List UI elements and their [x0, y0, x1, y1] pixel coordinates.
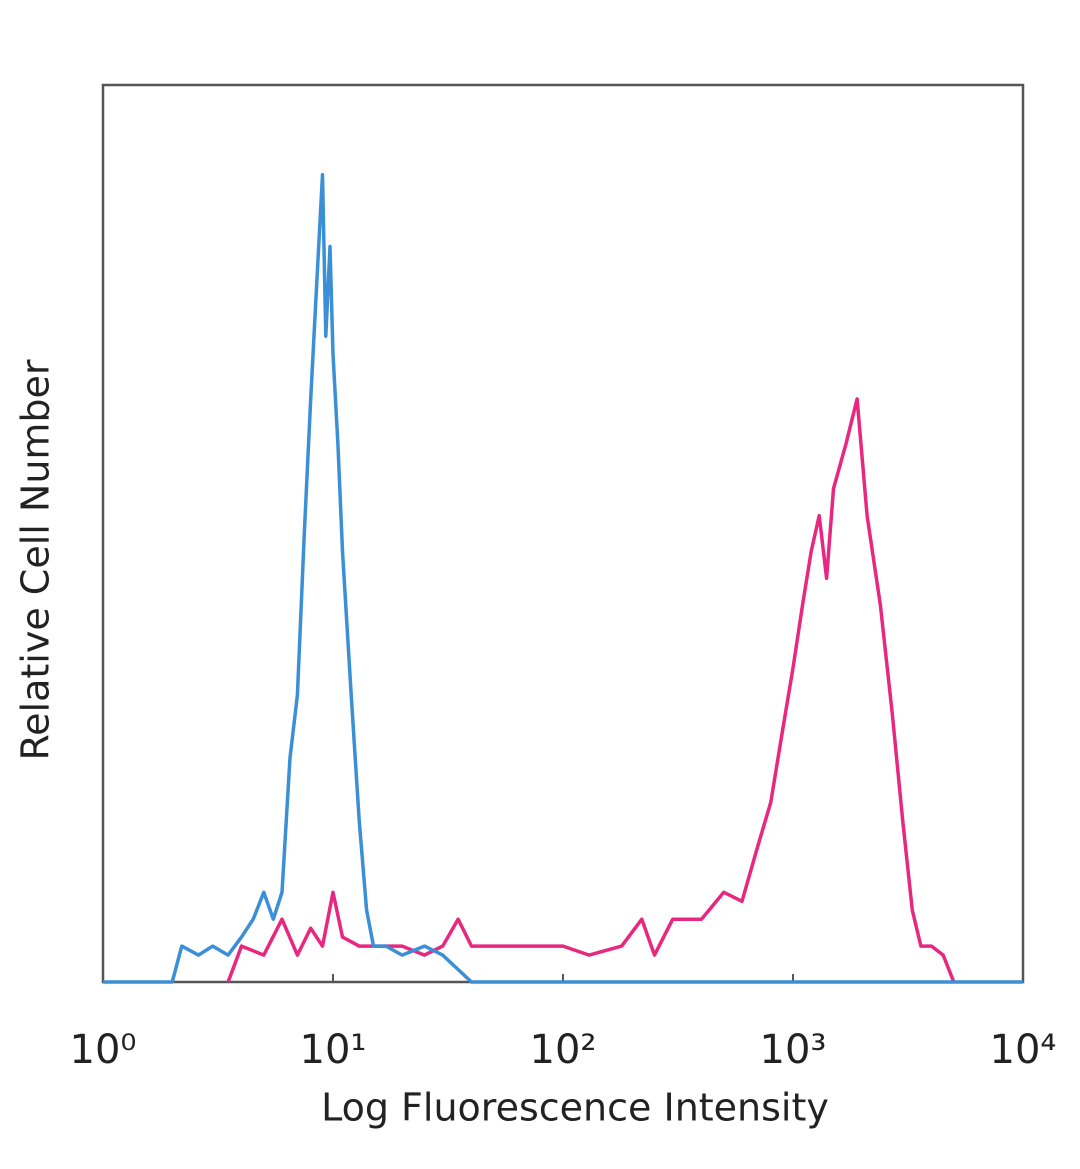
plot-frame: [101, 83, 1025, 984]
histogram-line: [226, 397, 956, 983]
x-tick-label: 10⁴: [990, 1027, 1057, 1073]
x-tick-label: 10²: [530, 1027, 597, 1073]
x-axis-label: Log Fluorescence Intensity: [321, 1086, 829, 1130]
x-tick-label: 10⁰: [70, 1027, 137, 1073]
x-tick-label: 10¹: [300, 1027, 367, 1073]
x-tick-label: 10³: [760, 1027, 827, 1073]
y-axis-label: Relative Cell Number: [14, 359, 58, 760]
histogram-line: [103, 172, 1023, 984]
